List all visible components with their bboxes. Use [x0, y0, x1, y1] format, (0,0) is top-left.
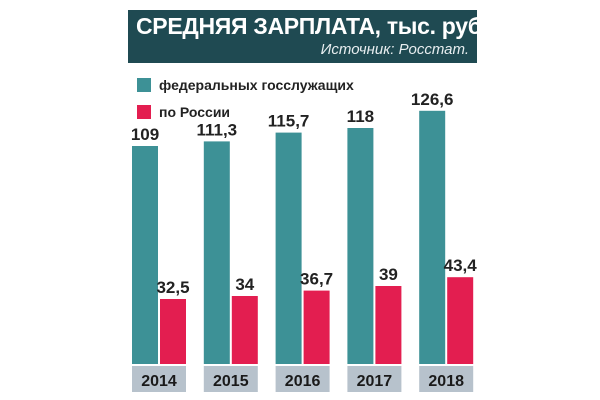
data-label-russia-2015: 34 — [235, 275, 254, 294]
data-label-federal-2015: 111,3 — [196, 120, 237, 139]
data-label-russia-2014: 32,5 — [156, 278, 189, 297]
bar-russia-2018 — [447, 277, 474, 364]
chart-title: СРЕДНЯЯ ЗАРПЛАТА, тыс. руб. — [136, 13, 488, 39]
bar-federal-2015 — [203, 141, 230, 364]
legend-item-federal: федеральных госслужащих — [137, 77, 354, 93]
chart-source: Источник: Росстат. — [320, 41, 469, 58]
data-label-federal-2017: 118 — [347, 107, 374, 126]
bar-russia-2015 — [231, 296, 258, 364]
category-box-2016 — [275, 366, 330, 392]
bar-federal-2016 — [275, 132, 302, 364]
x-tick-label-2015: 2015 — [213, 373, 249, 390]
x-tick-label-2014: 2014 — [141, 373, 177, 390]
x-tick-label-2016: 2016 — [285, 373, 321, 390]
bar-federal-2014 — [132, 146, 158, 364]
legend-label-federal: федеральных госслужащих — [159, 77, 354, 93]
data-label-russia-2017: 39 — [379, 265, 398, 284]
category-box-2018 — [419, 366, 474, 392]
bar-federal-2018 — [419, 110, 446, 364]
legend-item-russia: по России — [137, 104, 230, 120]
bar-federal-2017 — [347, 128, 374, 364]
legend-label-russia: по России — [159, 104, 231, 120]
bar-russia-2016 — [303, 290, 330, 364]
title-box: СРЕДНЯЯ ЗАРПЛАТА, тыс. руб. Источник: Ро… — [128, 10, 488, 63]
category-box-2015 — [203, 366, 258, 392]
x-tick-label-2018: 2018 — [428, 373, 464, 390]
x-tick-label-2017: 2017 — [357, 373, 393, 390]
data-label-russia-2016: 36,7 — [300, 270, 333, 289]
data-label-federal-2018: 126,6 — [411, 90, 454, 109]
data-label-russia-2018: 43,4 — [444, 256, 478, 275]
legend-swatch-federal — [137, 78, 151, 92]
data-label-federal-2014: 109 — [131, 125, 159, 144]
data-label-federal-2016: 115,7 — [268, 112, 310, 131]
category-box-2017 — [347, 366, 402, 392]
legend-swatch-russia — [137, 105, 151, 119]
bar-russia-2014 — [160, 299, 186, 364]
bar-russia-2017 — [375, 286, 402, 364]
category-box-2014 — [132, 366, 186, 392]
